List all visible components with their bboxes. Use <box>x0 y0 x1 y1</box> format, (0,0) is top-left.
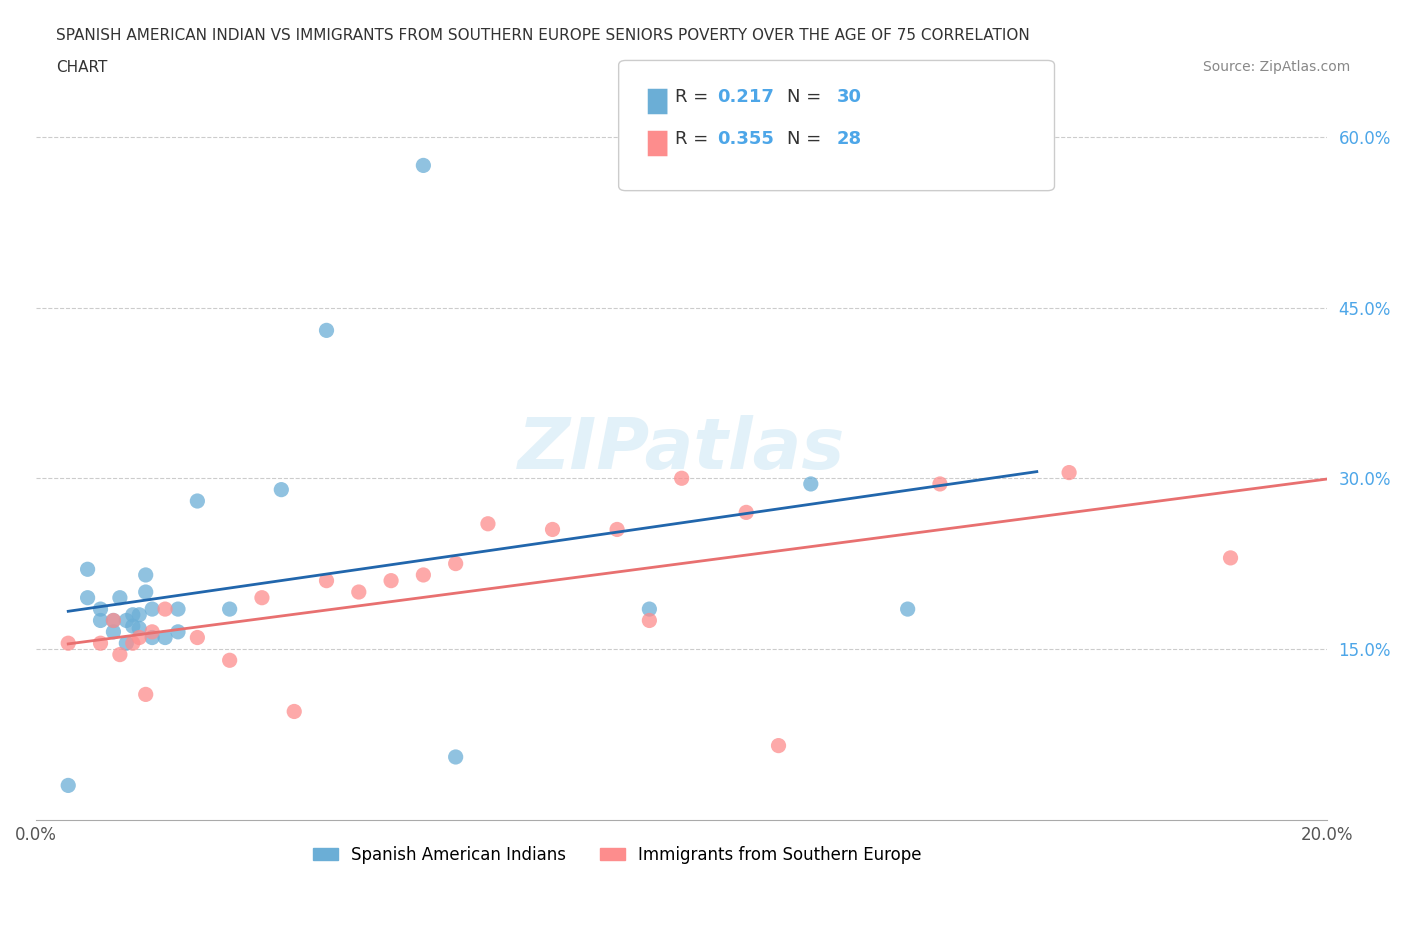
Text: Source: ZipAtlas.com: Source: ZipAtlas.com <box>1202 60 1350 74</box>
Point <box>103 624 125 639</box>
Point <box>347 585 370 600</box>
Point <box>76 591 98 605</box>
Point <box>108 591 131 605</box>
Text: 0.217: 0.217 <box>717 88 773 106</box>
Point <box>103 613 125 628</box>
Point <box>735 505 758 520</box>
Text: R =: R = <box>675 88 714 106</box>
Point <box>141 602 163 617</box>
Point <box>671 471 693 485</box>
Point <box>141 624 163 639</box>
Legend: Spanish American Indians, Immigrants from Southern Europe: Spanish American Indians, Immigrants fro… <box>307 839 928 870</box>
Point <box>128 631 150 645</box>
Point <box>541 522 564 537</box>
Point <box>283 704 305 719</box>
Point <box>167 624 190 639</box>
Text: █: █ <box>647 130 666 155</box>
Point <box>250 591 273 605</box>
Point <box>76 562 98 577</box>
Text: █: █ <box>647 88 666 113</box>
Point <box>1057 465 1080 480</box>
Text: 28: 28 <box>837 130 862 148</box>
Point <box>58 636 80 651</box>
Point <box>477 516 499 531</box>
Point <box>315 323 337 338</box>
Point <box>128 607 150 622</box>
Point <box>412 567 434 582</box>
Point <box>606 522 628 537</box>
Point <box>186 494 208 509</box>
Point <box>115 613 138 628</box>
Point <box>186 631 208 645</box>
Point <box>121 607 143 622</box>
Text: SPANISH AMERICAN INDIAN VS IMMIGRANTS FROM SOUTHERN EUROPE SENIORS POVERTY OVER : SPANISH AMERICAN INDIAN VS IMMIGRANTS FR… <box>56 28 1031 43</box>
Point <box>103 613 125 628</box>
Point <box>108 647 131 662</box>
Text: CHART: CHART <box>56 60 108 75</box>
Point <box>929 476 952 491</box>
Point <box>153 631 176 645</box>
Point <box>315 573 337 588</box>
Point <box>444 556 467 571</box>
Point <box>218 653 240 668</box>
Text: N =: N = <box>787 88 827 106</box>
Point <box>89 613 111 628</box>
Point <box>153 602 176 617</box>
Point <box>141 631 163 645</box>
Point <box>58 778 80 793</box>
Point <box>638 613 661 628</box>
Point <box>115 636 138 651</box>
Text: 30: 30 <box>837 88 862 106</box>
Point <box>638 602 661 617</box>
Point <box>121 636 143 651</box>
Point <box>768 738 790 753</box>
Point <box>218 602 240 617</box>
Point <box>412 158 434 173</box>
Point <box>128 621 150 636</box>
Point <box>89 602 111 617</box>
Text: ZIPatlas: ZIPatlas <box>517 416 845 485</box>
Point <box>121 618 143 633</box>
Text: N =: N = <box>787 130 827 148</box>
Text: R =: R = <box>675 130 714 148</box>
Point <box>444 750 467 764</box>
Point <box>167 602 190 617</box>
Point <box>380 573 402 588</box>
Text: 0.355: 0.355 <box>717 130 773 148</box>
Point <box>89 636 111 651</box>
Point <box>270 482 292 497</box>
Point <box>135 567 157 582</box>
Point <box>897 602 920 617</box>
Point <box>135 585 157 600</box>
Point <box>135 687 157 702</box>
Point <box>800 476 823 491</box>
Point <box>1219 551 1241 565</box>
